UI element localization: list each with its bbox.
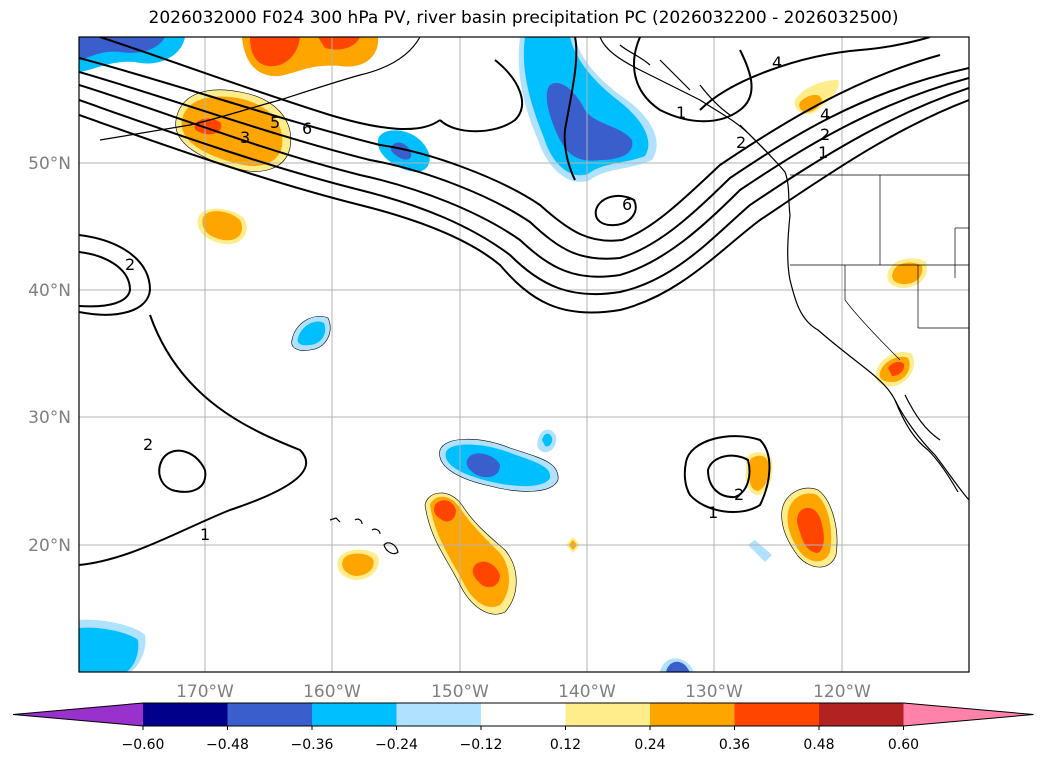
negative-mid-n8 bbox=[297, 321, 326, 346]
positive-mid-n6 bbox=[799, 94, 822, 113]
colorbar-segment bbox=[565, 703, 651, 726]
colorbar-tick-label: 0.24 bbox=[634, 737, 665, 753]
map-title: 2026032000 F024 300 hPa PV, river basin … bbox=[148, 8, 899, 28]
latitude-labels: 50°N 40°N 30°N 20°N bbox=[28, 154, 71, 556]
colorbar-tick-label: −0.24 bbox=[375, 737, 418, 753]
negative-mid-n11 bbox=[542, 433, 553, 447]
colorbar-segment bbox=[650, 703, 735, 726]
contour-label: 1 bbox=[818, 143, 828, 162]
positive-core-n1b bbox=[318, 37, 360, 50]
colorbar-extend-max bbox=[903, 703, 1034, 726]
negative-core-n10 bbox=[466, 453, 500, 478]
political-borders bbox=[790, 174, 969, 361]
contour-labels: 1 2 3 4 5 6 1 2 4 6 2 1 2 1 2 bbox=[125, 53, 830, 544]
lon-label-140w: 140°W bbox=[558, 682, 616, 702]
contour-label: 6 bbox=[302, 119, 312, 138]
colorbar-tick-label: 0.36 bbox=[719, 737, 750, 753]
contour-label: 4 bbox=[772, 53, 782, 72]
negative-core-nw bbox=[79, 37, 165, 60]
colorbar-tick-label: 0.48 bbox=[803, 737, 834, 753]
positive-mid-n7 bbox=[892, 262, 923, 284]
lon-label-150w: 150°W bbox=[431, 682, 489, 702]
positive-core-n9 bbox=[888, 361, 905, 376]
colorbar-segment bbox=[734, 703, 820, 726]
lon-label-160w: 160°W bbox=[303, 682, 361, 702]
map-frame bbox=[78, 36, 970, 673]
colorbar-segment bbox=[396, 703, 482, 726]
contour-label: 2 bbox=[734, 485, 744, 504]
negative-core-n5 bbox=[546, 82, 633, 161]
contour-label: 1 bbox=[708, 503, 718, 522]
positive-mid-n2 bbox=[181, 96, 283, 167]
positive-core-n12a bbox=[433, 500, 456, 522]
contour-label: 5 bbox=[270, 113, 280, 132]
shade-outlines bbox=[175, 89, 838, 615]
contour-label: 2 bbox=[736, 133, 746, 152]
contour-label: 1 bbox=[676, 103, 686, 122]
colorbar-segment bbox=[312, 703, 397, 726]
colorbar-segment bbox=[227, 703, 313, 726]
positive-core-n1 bbox=[250, 37, 300, 67]
longitude-labels: 170°W 160°W 150°W 140°W 130°W 120°W bbox=[176, 682, 871, 702]
lat-label-40n: 40°N bbox=[28, 281, 71, 301]
contour-label: 3 bbox=[240, 128, 250, 147]
contour-label: 2 bbox=[143, 435, 153, 454]
contour-label: 2 bbox=[820, 125, 830, 144]
colorbar-extend-min bbox=[13, 703, 143, 726]
positive-core-n16 bbox=[796, 507, 824, 553]
positive-mid-n3 bbox=[202, 211, 243, 241]
colorbar-tick-label: −0.48 bbox=[206, 737, 249, 753]
colorbar-tick-label: −0.60 bbox=[122, 737, 165, 753]
contour-label: 2 bbox=[125, 255, 135, 274]
colorbar-tick-label: −0.36 bbox=[291, 737, 334, 753]
colorbar-segment bbox=[819, 703, 904, 726]
negative-mid-sw bbox=[79, 627, 139, 672]
lat-label-30n: 30°N bbox=[28, 408, 71, 428]
negative-mid-s bbox=[666, 661, 690, 672]
colorbar-tick-label: 0.12 bbox=[550, 737, 581, 753]
contour-label: 6 bbox=[622, 195, 632, 214]
contour-label: 1 bbox=[200, 525, 210, 544]
positive-mid-n15 bbox=[749, 455, 769, 491]
lat-label-20n: 20°N bbox=[28, 536, 71, 556]
positive-core-n12b bbox=[472, 561, 500, 588]
lon-label-130w: 130°W bbox=[685, 682, 743, 702]
lon-label-120w: 120°W bbox=[813, 682, 871, 702]
colorbar-segment bbox=[143, 703, 228, 726]
colorbar-segment bbox=[481, 703, 566, 726]
colorbar: −0.60 −0.48 −0.36 −0.24 −0.12 0.12 0.24 0.36 0.4… bbox=[12, 702, 1034, 753]
pv-contours bbox=[79, 37, 969, 566]
colorbar-tick-label: 0.60 bbox=[888, 737, 919, 753]
positive-mid-n13 bbox=[342, 553, 374, 576]
lat-label-50n: 50°N bbox=[28, 154, 71, 174]
contour-label: 4 bbox=[820, 105, 830, 124]
lon-label-170w: 170°W bbox=[176, 682, 234, 702]
colorbar-tick-label: −0.12 bbox=[460, 737, 503, 753]
